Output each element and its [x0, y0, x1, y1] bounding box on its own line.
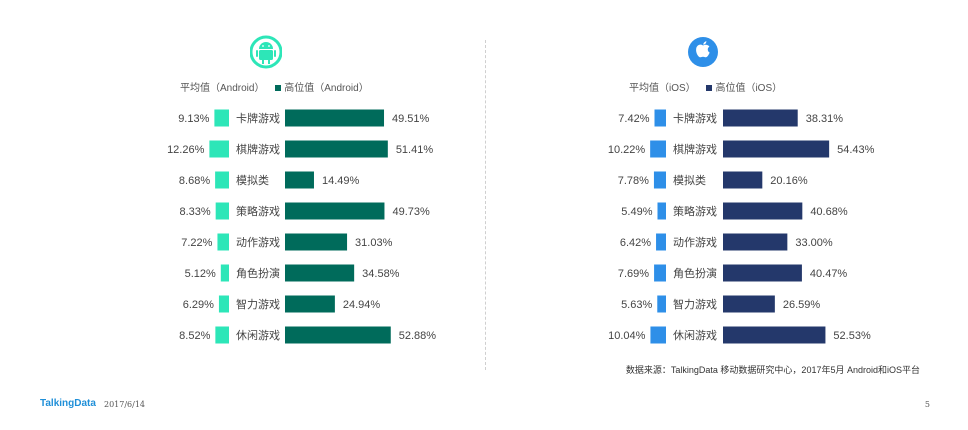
panel-divider [485, 40, 486, 370]
category-label: 模拟类 [236, 173, 269, 187]
category-label: 休闲游戏 [236, 328, 280, 342]
category-label: 动作游戏 [236, 236, 280, 249]
high-value-label: 14.49% [322, 175, 360, 187]
avg-bar [654, 109, 666, 127]
avg-bar [650, 140, 666, 158]
category-label: 棋牌游戏 [673, 142, 717, 156]
apple-icon [687, 34, 719, 75]
legend-high-swatch [275, 84, 282, 91]
ios-panel: 平均值（iOS） 高位值（iOS） 7.42% 卡牌游戏 38.31% 10.22% 棋… [485, 0, 968, 380]
high-value-label: 34.58% [362, 268, 400, 280]
talkingdata-logo: TalkingData [40, 398, 96, 409]
category-label: 棋牌游戏 [236, 142, 280, 156]
category-label: 策略游戏 [236, 204, 280, 218]
category-label: 动作游戏 [673, 236, 717, 249]
android-legend: 平均值（Android） 高位值（Android） [180, 79, 369, 94]
high-bar [285, 295, 335, 313]
high-bar [723, 326, 826, 344]
avg-bar [220, 264, 229, 282]
avg-value-label: 8.33% [179, 206, 210, 218]
high-value-label: 33.00% [795, 237, 833, 249]
high-bar [285, 109, 385, 127]
avg-value-label: 9.13% [178, 113, 209, 125]
avg-value-label: 8.52% [179, 330, 210, 342]
high-bar [723, 171, 763, 189]
avg-bar [215, 326, 229, 344]
high-bar [723, 264, 802, 282]
avg-value-label: 10.22% [608, 144, 646, 156]
data-source-note: 数据来源：TalkingData 移动数据研究中心，2017年5月 Androi… [625, 365, 920, 375]
legend-high-swatch [706, 84, 713, 91]
android-panel: 平均值（Android） 高位值（Android） 9.13% 卡牌游戏 49.51… [0, 0, 485, 380]
avg-bar [209, 140, 229, 158]
category-label: 卡牌游戏 [236, 111, 280, 125]
avg-value-label: 7.78% [618, 175, 649, 187]
high-bar [723, 233, 788, 251]
avg-value-label: 8.68% [179, 175, 210, 187]
avg-bar [217, 233, 229, 251]
high-value-label: 49.51% [392, 113, 430, 125]
avg-value-label: 12.26% [167, 144, 205, 156]
high-value-label: 26.59% [783, 299, 821, 311]
high-value-label: 54.43% [837, 144, 875, 156]
avg-value-label: 6.29% [183, 299, 214, 311]
high-value-label: 40.47% [810, 268, 848, 280]
avg-bar [654, 264, 666, 282]
ios-legend: 平均值（iOS） 高位值（iOS） [629, 79, 782, 94]
category-label: 卡牌游戏 [673, 111, 717, 125]
high-bar [723, 140, 830, 158]
avg-bar [214, 109, 229, 127]
category-label: 角色扮演 [236, 266, 280, 280]
android-chart: 9.13% 卡牌游戏 49.51% 12.26% 棋牌游戏 51.41% 8.68% 模拟类 1… [167, 109, 437, 344]
avg-value-label: 7.69% [618, 268, 649, 280]
high-bar [285, 140, 388, 158]
avg-value-label: 10.04% [608, 330, 646, 342]
high-value-label: 24.94% [343, 299, 381, 311]
high-value-label: 38.31% [806, 113, 844, 125]
category-label: 智力游戏 [236, 297, 280, 311]
legend-high-label: 高位值（Android） [284, 83, 369, 94]
category-label: 模拟类 [673, 173, 706, 187]
avg-bar [218, 295, 229, 313]
category-label: 休闲游戏 [673, 328, 717, 342]
avg-value-label: 5.63% [621, 299, 652, 311]
ios-chart: 7.42% 卡牌游戏 38.31% 10.22% 棋牌游戏 54.43% 7.78% 模拟类 2… [608, 109, 875, 344]
category-label: 角色扮演 [673, 266, 717, 280]
high-bar [285, 171, 314, 189]
high-value-label: 31.03% [355, 237, 393, 249]
high-bar [723, 109, 798, 127]
legend-avg-label: 平均值（iOS） [629, 83, 696, 94]
high-value-label: 52.88% [399, 330, 437, 342]
high-bar [723, 295, 775, 313]
high-value-label: 20.16% [770, 175, 808, 187]
avg-bar [650, 326, 666, 344]
category-label: 智力游戏 [673, 297, 717, 311]
avg-bar [657, 202, 666, 220]
high-value-label: 49.73% [392, 206, 430, 218]
avg-bar [656, 233, 666, 251]
footer-date: 2017/6/14 [104, 400, 146, 409]
legend-avg-label: 平均值（Android） [180, 83, 265, 94]
page-number: 5 [924, 400, 930, 409]
avg-value-label: 5.49% [621, 206, 652, 218]
android-icon [249, 34, 283, 75]
high-bar [285, 202, 385, 220]
high-bar [723, 202, 803, 220]
high-value-label: 51.41% [396, 144, 434, 156]
avg-bar [215, 202, 229, 220]
category-label: 策略游戏 [673, 204, 717, 218]
avg-value-label: 5.12% [185, 268, 216, 280]
high-bar [285, 326, 391, 344]
high-value-label: 40.68% [810, 206, 848, 218]
high-value-label: 52.53% [833, 330, 871, 342]
avg-bar [653, 171, 666, 189]
avg-value-label: 7.22% [181, 237, 212, 249]
avg-bar [657, 295, 666, 313]
high-bar [285, 264, 355, 282]
avg-value-label: 6.42% [620, 237, 651, 249]
avg-value-label: 7.42% [618, 113, 649, 125]
legend-high-label: 高位值（iOS） [715, 83, 783, 94]
avg-bar [215, 171, 229, 189]
high-bar [285, 233, 348, 251]
